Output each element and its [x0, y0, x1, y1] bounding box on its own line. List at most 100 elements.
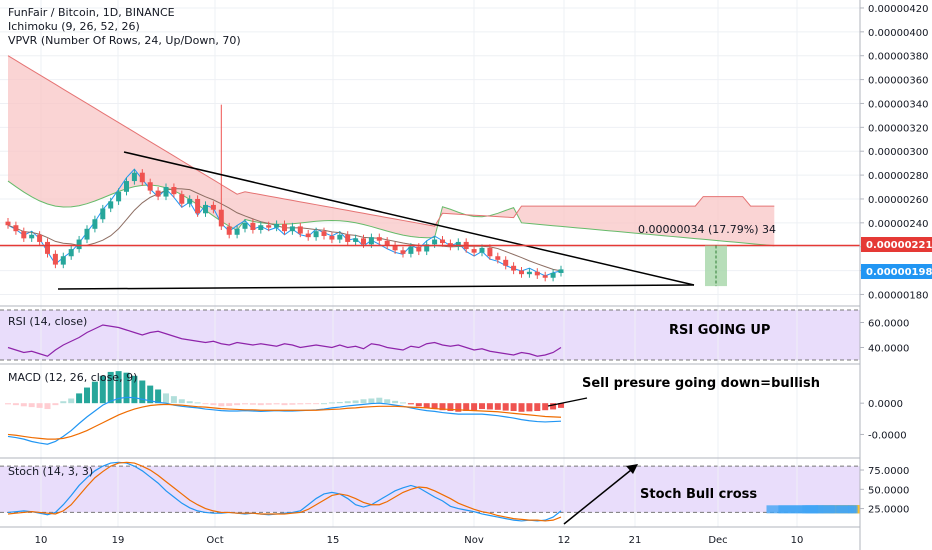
- vp-up-bar: [848, 505, 855, 514]
- macd-histogram-bar: [297, 403, 304, 405]
- stoch-title: Stoch (14, 3, 3): [8, 465, 93, 478]
- candle-body: [321, 231, 327, 236]
- candle-body: [455, 241, 461, 247]
- candle-body: [440, 239, 445, 244]
- candle-body: [353, 238, 359, 242]
- macd-histogram-bar: [463, 403, 470, 411]
- candle-body: [226, 226, 232, 235]
- macd-histogram-bar: [155, 389, 162, 404]
- macd-arrow: [547, 397, 588, 407]
- senkou-span-b: [7, 55, 775, 227]
- candle-body: [305, 233, 311, 238]
- stoch-pane: [7, 461, 562, 522]
- price-tick-label: 0.00000240: [868, 219, 928, 230]
- candle-body: [432, 239, 438, 245]
- rsi-annotation: RSI GOING UP: [669, 323, 770, 338]
- descending-trendline: [123, 151, 695, 286]
- candle-body: [37, 234, 43, 242]
- macd-histogram-bar: [336, 402, 343, 404]
- price-line-label: 0.00000221: [866, 240, 932, 251]
- vp-up-bar: [843, 505, 853, 514]
- price-tick-label: 0.00000420: [868, 4, 928, 15]
- macd-histogram-bar: [20, 403, 27, 407]
- macd-histogram-bar: [376, 397, 383, 404]
- candle-body: [534, 271, 540, 276]
- macd-pane: [5, 371, 564, 445]
- macd-histogram-bar: [194, 402, 201, 404]
- candle-body: [542, 275, 548, 278]
- macd-histogram-bar: [139, 380, 146, 404]
- candle-body: [297, 226, 303, 234]
- candle-body: [242, 222, 248, 229]
- candle-body: [234, 228, 240, 235]
- macd-histogram-bar: [52, 403, 59, 406]
- rsi-pane: [7, 324, 562, 357]
- candle-body: [163, 187, 169, 197]
- macd-histogram-bar: [447, 403, 454, 411]
- candle-body: [195, 198, 201, 214]
- macd-histogram-bar: [526, 403, 533, 412]
- pane-tick-label: 60.0000: [868, 319, 909, 330]
- macd-histogram-bar: [202, 403, 209, 405]
- candle-body: [13, 225, 19, 232]
- time-tick-label: Oct: [206, 535, 223, 546]
- support-trendline: [57, 284, 695, 290]
- pane-tick-label: -0.0000: [868, 430, 907, 441]
- macd-histogram-bar: [91, 381, 98, 404]
- vp-up-bar: [778, 505, 824, 514]
- candle-body: [345, 234, 351, 242]
- time-tick-label: 12: [558, 535, 571, 546]
- candle-body: [5, 221, 11, 226]
- last-price-label: 0.00000198: [866, 267, 932, 278]
- macd-histogram-bar: [281, 403, 288, 406]
- macd-histogram-bar: [415, 403, 422, 407]
- macd-histogram-bar: [352, 400, 359, 404]
- candle-body: [60, 256, 66, 265]
- x-axis: 10 19 Oct 15 Nov 12 21 Dec 10: [35, 535, 804, 546]
- candle-body: [68, 249, 74, 257]
- candle-body: [116, 191, 122, 202]
- macd-histogram-bar: [384, 399, 391, 404]
- vp-down-bar: [857, 505, 860, 514]
- price-tick-label: 0.00000280: [868, 171, 928, 182]
- macd-histogram-bar: [123, 372, 130, 404]
- macd-histogram-bar: [28, 403, 35, 408]
- macd-histogram-bar: [550, 403, 557, 410]
- macd-histogram-bar: [60, 401, 67, 404]
- candle-body: [124, 181, 129, 192]
- time-tick-label: 10: [35, 535, 48, 546]
- macd-histogram-bar: [44, 403, 51, 410]
- macd-histogram-bar: [99, 375, 106, 404]
- candle-body: [337, 234, 343, 240]
- candle-body: [487, 247, 493, 257]
- last-price-tag: [861, 264, 932, 279]
- macd-annotation: Sell presure going down=bullish: [582, 376, 820, 391]
- candle-body: [76, 239, 82, 250]
- macd-histogram-bar: [76, 393, 83, 404]
- macd-histogram-bar: [518, 403, 525, 412]
- vp-up-bar: [851, 505, 857, 514]
- time-tick-label: Dec: [708, 535, 727, 546]
- candle-body: [329, 235, 335, 240]
- macd-histogram-bar: [502, 403, 509, 411]
- macd-histogram-bar: [12, 403, 19, 406]
- macd-histogram-bar: [249, 403, 256, 405]
- macd-histogram-bar: [471, 403, 478, 411]
- candle-body: [368, 237, 374, 245]
- stoch-d-line: [7, 461, 562, 522]
- candle-body: [511, 265, 517, 271]
- pane-tick-label: 0.0000: [868, 399, 903, 410]
- candle-body: [131, 172, 137, 182]
- candle-body: [92, 219, 98, 229]
- macd-histogram-bar: [486, 403, 493, 410]
- macd-histogram-bar: [321, 403, 327, 405]
- price-lines: [0, 244, 860, 287]
- candle-body: [266, 225, 272, 228]
- macd-histogram-bar: [186, 401, 193, 404]
- ichimoku-legend: Ichimoku (9, 26, 52, 26): [8, 20, 140, 33]
- rsi-line: [7, 324, 562, 357]
- macd-histogram-bar: [392, 400, 399, 404]
- macd-histogram-bar: [534, 403, 541, 411]
- measure-label: 0.00000034 (17.79%) 34: [638, 223, 776, 236]
- macd-histogram-bar: [479, 403, 485, 410]
